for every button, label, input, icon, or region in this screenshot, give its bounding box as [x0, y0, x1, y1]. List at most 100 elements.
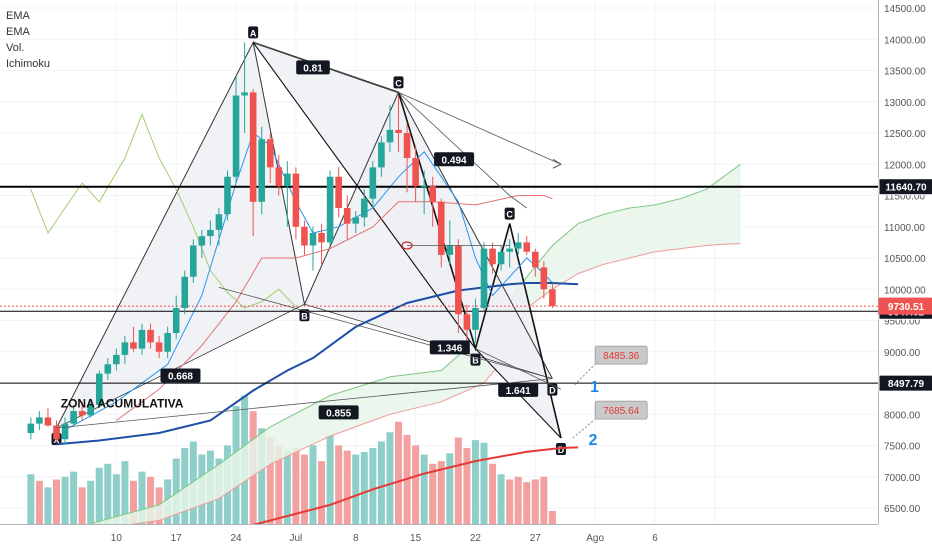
ratio-label-text: 0.494: [442, 155, 467, 166]
volume-bar-3: [53, 479, 60, 527]
price-tag-0: 11640.70: [878, 178, 932, 196]
y-tick-label-2: 7500.00: [884, 442, 921, 453]
volume-bar-11: [121, 461, 129, 527]
candle-body: [395, 129, 402, 133]
trend-line-6: [509, 195, 527, 209]
candle-body: [181, 276, 189, 308]
ratio-label-1: 0.494: [434, 152, 475, 167]
candle-38: [352, 211, 360, 233]
candle-19: [190, 239, 197, 283]
trend-line-2: [56, 378, 553, 429]
legend-item-ema-1[interactable]: EMA: [6, 10, 30, 22]
candle-61: [549, 283, 556, 308]
price-tag-bg: [878, 374, 932, 392]
pattern-2-point-c: C: [504, 207, 515, 220]
candle-43: [395, 95, 402, 152]
legend-item-ichimoku[interactable]: Ichimoku: [6, 58, 51, 70]
candle-30: [284, 161, 291, 227]
candle-body: [420, 186, 428, 188]
ratio-label-text: 0.855: [326, 408, 351, 419]
candle-body: [44, 417, 52, 426]
candle-53: [480, 242, 488, 312]
legend-item-volume[interactable]: Vol.: [6, 42, 25, 54]
target-label-bg: [594, 345, 648, 365]
candle-4: [61, 417, 69, 445]
candle-body: [497, 251, 505, 265]
volume-bar-9: [104, 463, 112, 527]
volume-bar-41: [377, 441, 385, 527]
candle-body: [36, 417, 43, 424]
candle-33: [309, 226, 317, 271]
candle-body: [53, 425, 60, 440]
target-1: 8485.36 1: [574, 345, 648, 396]
x-tick-label-6: 22: [470, 533, 482, 544]
volume-bar-33: [309, 445, 317, 527]
candle-body: [70, 411, 77, 424]
candle-body: [455, 245, 462, 315]
volume-bar-35: [326, 434, 334, 527]
candle-body: [190, 245, 197, 277]
candle-18: [181, 270, 189, 315]
candle-57: [514, 233, 522, 255]
oval-marker: [401, 241, 413, 250]
volume-bar-61: [548, 511, 556, 527]
candle-21: [207, 220, 214, 246]
candle-17: [172, 295, 180, 340]
candle-body: [309, 233, 317, 246]
volume-bar-56: [506, 479, 514, 527]
y-tick-label-9: 11000.00: [884, 223, 925, 234]
target-connector: [572, 418, 596, 439]
candle-body: [343, 208, 351, 224]
candles: [27, 42, 556, 445]
candle-body: [258, 139, 265, 202]
candle-25: [241, 42, 248, 133]
price-tag-3: 9730.51: [878, 297, 932, 315]
y-axis: 6500.007000.007500.008000.008500.009000.…: [878, 0, 932, 550]
candle-body: [335, 176, 342, 208]
candle-body: [164, 333, 171, 352]
candle-body: [27, 423, 35, 433]
ratio-label-text: 0.81: [303, 63, 323, 74]
volume-bar-32: [300, 454, 308, 527]
volume-bar-8: [95, 467, 103, 527]
candle-31: [292, 167, 300, 240]
candle-5: [70, 404, 77, 427]
candle-9: [104, 358, 112, 380]
ratio-label-bg: [429, 340, 470, 355]
candle-56: [506, 239, 513, 268]
candle-body: [138, 329, 146, 349]
legend-item-ema-2[interactable]: EMA: [6, 26, 30, 38]
candle-12: [130, 326, 137, 352]
target-number: 2: [588, 432, 597, 449]
candle-26: [249, 89, 257, 237]
point-label-text: B: [301, 311, 308, 321]
ratio-label-bg: [160, 368, 201, 383]
target-2: 7685.64 2: [572, 400, 648, 449]
pattern-1-point-b: B: [299, 309, 310, 322]
y-tick-label-8: 10500.00: [884, 254, 926, 265]
candle-body: [61, 423, 69, 440]
candle-0: [27, 417, 35, 440]
volume-bar-4: [61, 476, 69, 527]
x-tick-label-3: Jul: [290, 533, 303, 544]
volume-bar-6: [78, 487, 86, 527]
candle-body: [318, 233, 325, 243]
ema-slow-line: [252, 446, 579, 526]
y-tick-label-5: 9000.00: [884, 348, 921, 359]
candle-body: [198, 236, 206, 246]
trend-line-4: [475, 348, 562, 390]
y-tick-label-7: 10000.00: [884, 285, 926, 296]
candle-body: [549, 289, 556, 307]
pattern-2-point-b: B: [470, 353, 481, 366]
candle-47: [429, 176, 436, 227]
candle-body: [241, 92, 248, 96]
volume-bar-27: [258, 428, 266, 527]
candle-body: [113, 354, 120, 365]
volume-bar-40: [369, 448, 377, 527]
candle-body: [326, 176, 334, 243]
candle-body: [446, 245, 454, 255]
ratio-label-5: 0.855: [318, 405, 359, 420]
annotation-0: ZONA ACUMULATIVA: [61, 396, 184, 410]
point-label-text: C: [506, 210, 513, 220]
